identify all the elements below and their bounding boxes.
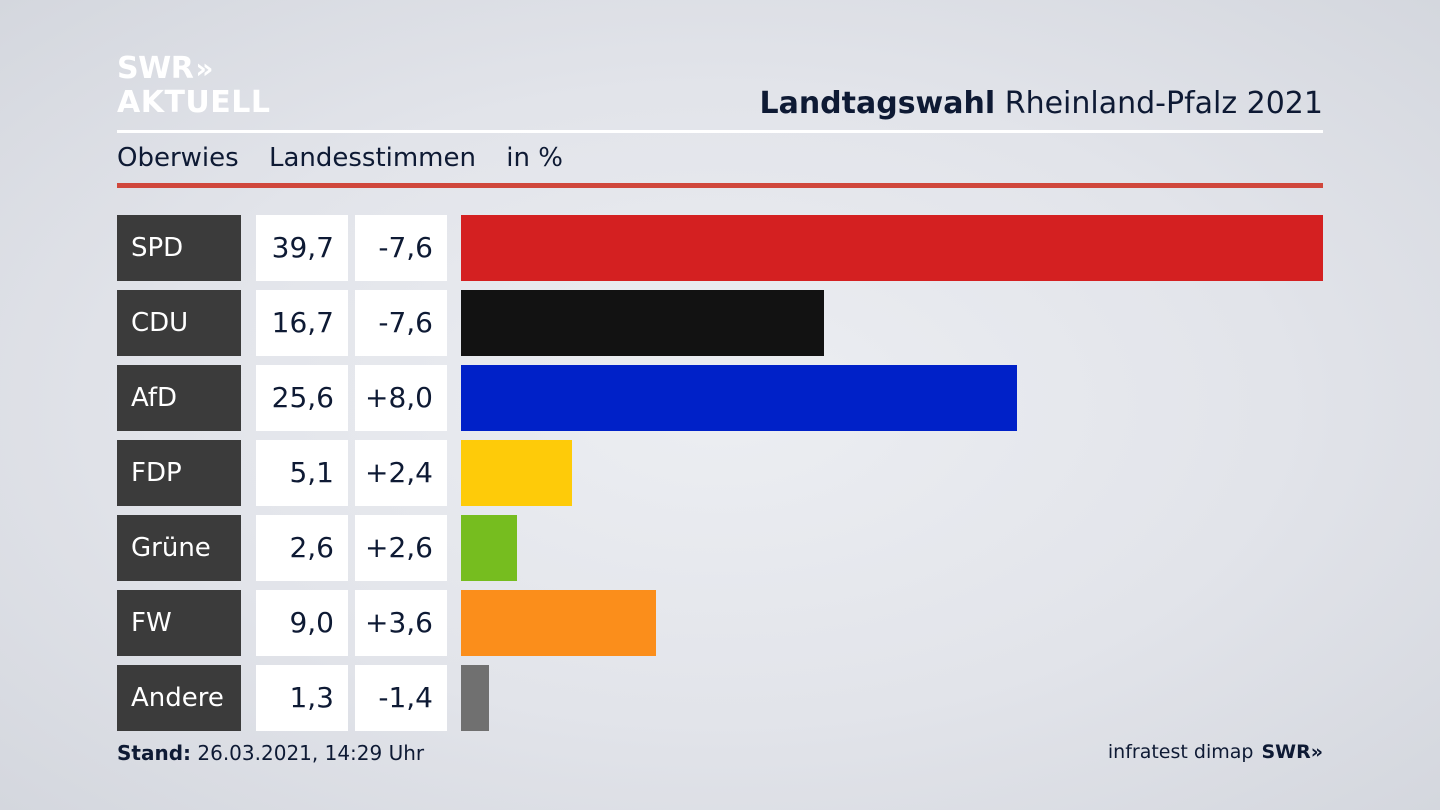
swr-aktuell-logo: SWR» AKTUELL bbox=[117, 54, 271, 118]
vote-change-value: +3,6 bbox=[355, 590, 447, 656]
vote-share-value: 1,3 bbox=[256, 665, 348, 731]
bar-andere bbox=[461, 665, 489, 731]
bar-fdp bbox=[461, 440, 572, 506]
vote-share-value: 16,7 bbox=[256, 290, 348, 356]
subtitle-divider bbox=[117, 183, 1323, 188]
party-label: FW bbox=[117, 590, 241, 656]
vote-change-value: +2,4 bbox=[355, 440, 447, 506]
result-row: FW 9,0 +3,6 bbox=[117, 590, 1323, 656]
vote-share-value: 9,0 bbox=[256, 590, 348, 656]
timestamp: Stand: 26.03.2021, 14:29 Uhr bbox=[117, 741, 424, 765]
logo-aktuell-text: AKTUELL bbox=[117, 85, 271, 120]
page-title: Landtagswahl Rheinland-Pfalz 2021 bbox=[759, 86, 1323, 121]
subtitle: Oberwies Landesstimmen in % bbox=[117, 143, 585, 173]
result-row: Grüne 2,6 +2,6 bbox=[117, 515, 1323, 581]
title-rest: Rheinland-Pfalz 2021 bbox=[1004, 86, 1323, 121]
stand-value: 26.03.2021, 14:29 Uhr bbox=[197, 741, 425, 765]
vote-share-value: 39,7 bbox=[256, 215, 348, 281]
footer-swr-logo: SWR» bbox=[1261, 741, 1323, 763]
party-label: AfD bbox=[117, 365, 241, 431]
bar-cdu bbox=[461, 290, 824, 356]
vote-change-value: +8,0 bbox=[355, 365, 447, 431]
bar-spd bbox=[461, 215, 1323, 281]
vote-share-value: 25,6 bbox=[256, 365, 348, 431]
bar-fw bbox=[461, 590, 656, 656]
vote-share-value: 5,1 bbox=[256, 440, 348, 506]
vote-change-value: -1,4 bbox=[355, 665, 447, 731]
source-credit: infratest dimap SWR» bbox=[1108, 741, 1323, 763]
title-bold: Landtagswahl bbox=[759, 86, 996, 121]
source-text: infratest dimap bbox=[1107, 741, 1254, 763]
header-divider bbox=[117, 130, 1323, 133]
vote-change-value: -7,6 bbox=[355, 290, 447, 356]
party-label: FDP bbox=[117, 440, 241, 506]
bar-afd bbox=[461, 365, 1017, 431]
vote-share-value: 2,6 bbox=[256, 515, 348, 581]
result-row: FDP 5,1 +2,4 bbox=[117, 440, 1323, 506]
bar-grüne bbox=[461, 515, 517, 581]
subtitle-unit: in % bbox=[506, 143, 563, 173]
party-label: SPD bbox=[117, 215, 241, 281]
subtitle-place: Oberwies bbox=[117, 143, 239, 173]
party-label: CDU bbox=[117, 290, 241, 356]
result-row: CDU 16,7 -7,6 bbox=[117, 290, 1323, 356]
result-row: Andere 1,3 -1,4 bbox=[117, 665, 1323, 731]
result-row: AfD 25,6 +8,0 bbox=[117, 365, 1323, 431]
vote-change-value: +2,6 bbox=[355, 515, 447, 581]
footer-chevron-icon: » bbox=[1310, 741, 1323, 763]
party-label: Andere bbox=[117, 665, 241, 731]
stand-label: Stand: bbox=[117, 741, 192, 765]
vote-change-value: -7,6 bbox=[355, 215, 447, 281]
party-label: Grüne bbox=[117, 515, 241, 581]
subtitle-vote-type: Landesstimmen bbox=[268, 143, 476, 173]
footer-brand: SWR bbox=[1261, 741, 1311, 763]
logo-swr-text: SWR bbox=[117, 51, 194, 86]
result-row: SPD 39,7 -7,6 bbox=[117, 215, 1323, 281]
logo-chevron-icon: » bbox=[195, 52, 213, 85]
